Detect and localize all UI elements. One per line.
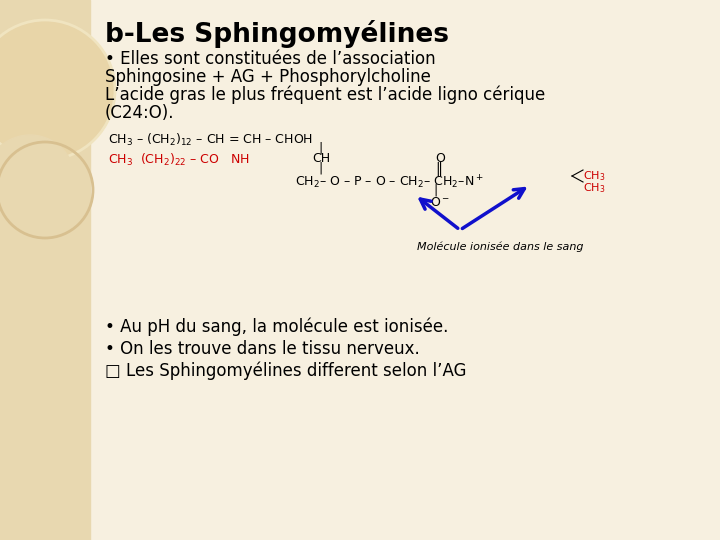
Text: |: | — [318, 162, 323, 175]
Text: L’acide gras le plus fréquent est l’acide ligno cérique: L’acide gras le plus fréquent est l’acid… — [105, 86, 545, 105]
Text: • Elles sont constituées de l’association: • Elles sont constituées de l’associatio… — [105, 50, 436, 68]
Text: CH$_2$– O – P – O – CH$_2$– CH$_2$–N$^+$: CH$_2$– O – P – O – CH$_2$– CH$_2$–N$^+$ — [295, 174, 484, 191]
Text: CH: CH — [312, 152, 330, 165]
Text: O: O — [435, 152, 445, 165]
Text: ‖: ‖ — [435, 162, 442, 177]
Text: |: | — [433, 184, 437, 197]
Text: b-Les Sphingomyélines: b-Les Sphingomyélines — [105, 20, 449, 48]
Text: • Au pH du sang, la molécule est ionisée.: • Au pH du sang, la molécule est ionisée… — [105, 318, 449, 336]
Text: CH$_3$: CH$_3$ — [583, 169, 606, 183]
Text: CH$_3$  (CH$_2$)$_{22}$ – CO   NH: CH$_3$ (CH$_2$)$_{22}$ – CO NH — [108, 152, 249, 168]
Text: □ Les Sphingomyélines different selon l’AG: □ Les Sphingomyélines different selon l’… — [105, 362, 467, 381]
Circle shape — [0, 20, 115, 160]
Bar — [0, 0, 90, 540]
Text: |: | — [318, 142, 323, 155]
Text: Molécule ionisée dans le sang: Molécule ionisée dans le sang — [417, 242, 583, 253]
Text: CH$_3$ – (CH$_2$)$_{12}$ – CH = CH – CHOH: CH$_3$ – (CH$_2$)$_{12}$ – CH = CH – CHO… — [108, 132, 313, 148]
Circle shape — [0, 135, 75, 225]
Text: • On les trouve dans le tissu nerveux.: • On les trouve dans le tissu nerveux. — [105, 340, 420, 358]
Text: CH$_3$: CH$_3$ — [583, 181, 606, 195]
Text: O$^-$: O$^-$ — [430, 196, 450, 209]
Text: (C24:O).: (C24:O). — [105, 104, 174, 122]
Text: Sphingosine + AG + Phosphorylcholine: Sphingosine + AG + Phosphorylcholine — [105, 68, 431, 86]
